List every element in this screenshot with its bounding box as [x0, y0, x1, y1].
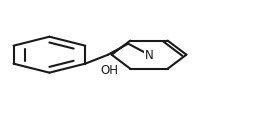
Text: N: N: [145, 49, 153, 62]
Text: OH: OH: [100, 64, 119, 77]
